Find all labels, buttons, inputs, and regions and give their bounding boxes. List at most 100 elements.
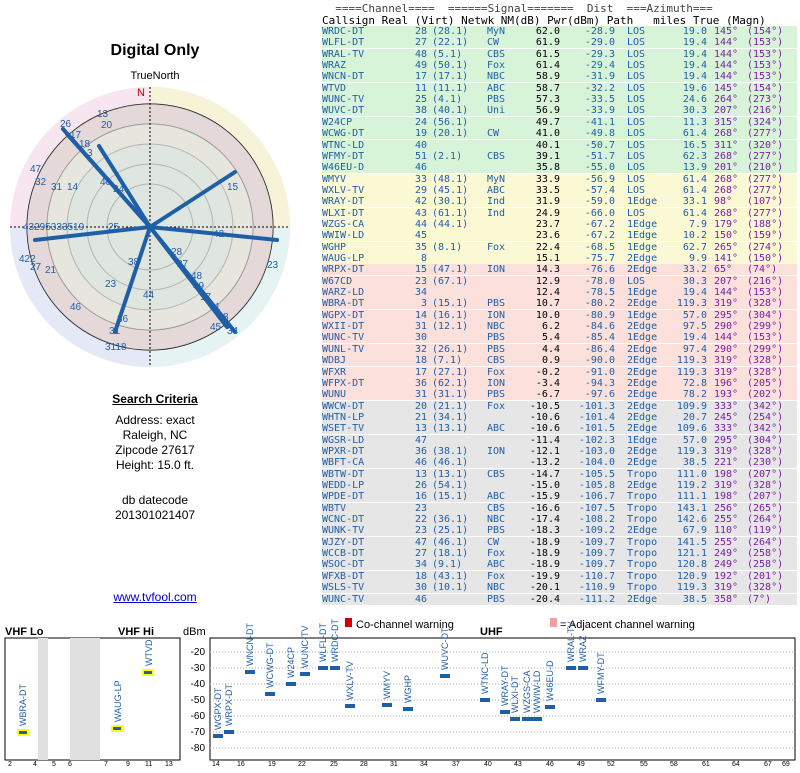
cell-mag: (320°): [747, 139, 784, 151]
cell-az: 319°: [714, 355, 739, 367]
lbl-47: 47: [30, 164, 42, 175]
cell-net: CBS: [487, 48, 506, 60]
cell-cs: WSET-TV: [322, 423, 365, 435]
cell-pwr: -55.0: [584, 162, 615, 174]
cell-az: 144°: [714, 60, 739, 72]
uhf-label: UHF: [480, 626, 503, 638]
marker-wtnc: [480, 698, 490, 702]
cell-pwr: -31.9: [584, 71, 615, 83]
table-row: WRAY-DT 42 (30.1) Ind 31.9 -59.0 1Edge 33.1 98° (…: [322, 196, 797, 208]
marker-w46eu: [545, 705, 555, 709]
ch-46: 46: [546, 761, 554, 768]
cell-mag: (216°): [747, 105, 784, 117]
signal-markers: [17, 666, 606, 738]
cell-az: 198°: [714, 491, 739, 503]
cell-virt: (31.1): [432, 389, 469, 401]
tvfool-link[interactable]: www.tvfool.com: [113, 590, 197, 604]
table-row: WUNU 31 (31.1) PBS -6.7 -97.6 2Edge 78.2 193° (20…: [322, 389, 797, 401]
cell-cs: WWCW-DT: [322, 400, 365, 412]
lbl-wcwg-dt: WCWG-DT: [265, 642, 275, 688]
cell-net: Uni: [487, 105, 506, 117]
cell-az: 249°: [714, 559, 739, 571]
cell-az: 198°: [714, 468, 739, 480]
cell-virt: (48.1): [432, 173, 469, 185]
marker-wghp: [403, 707, 413, 711]
lbl-18: 18: [79, 139, 91, 150]
cell-net: NBC: [487, 514, 506, 526]
table-row: WTNC-LD 40 40.1 -50.7 LOS 16.5 311° (320°): [322, 139, 797, 151]
cell-cs: WUNC-TV: [322, 94, 365, 106]
table-row: WRDC-DT 28 (28.1) MyN 62.0 -28.9 LOS 19.0 145° (1…: [322, 26, 797, 37]
ch-69: 69: [782, 761, 790, 768]
cell-dist: 62.7: [682, 241, 707, 253]
cell-nm: 49.7: [535, 116, 560, 128]
ch-61: 61: [702, 761, 710, 768]
cell-real: 31: [414, 389, 427, 401]
cell-nm: -14.7: [529, 468, 560, 480]
table-row: WXII-DT 31 (12.1) NBC 6.2 -84.6 2Edge 97.5 290° (…: [322, 321, 797, 333]
cell-az: 255°: [714, 514, 739, 526]
db-datecode-value: 201301021407: [114, 508, 196, 522]
cell-dist: 119.3: [676, 445, 707, 457]
cell-virt: (8.1): [432, 241, 463, 253]
cell-pwr: -67.2: [584, 218, 615, 230]
search-criteria-heading: Search Criteria: [112, 392, 198, 406]
cell-virt: (44.1): [432, 218, 469, 230]
ch-5: 5: [52, 761, 56, 768]
cell-cs: WGSR-LD: [322, 434, 365, 446]
lbl-wtnc-ld: WTNC-LD: [480, 652, 490, 694]
cell-nm: 58.9: [535, 71, 560, 83]
cell-virt: (5.1): [432, 48, 463, 60]
cell-path: 1Edge: [627, 241, 658, 253]
cell-cs: WRPX-DT: [322, 264, 365, 276]
lbl-46: 46: [70, 302, 82, 313]
cell-cs: WRAZ: [322, 60, 347, 72]
cell-net: MyN: [487, 26, 506, 37]
cell-net: Fox: [487, 366, 506, 378]
lbl-wncn-dt: WNCN-DT: [245, 623, 255, 666]
table-row: WPDE-DT 16 (15.1) ABC -15.9 -106.7 Tropo 111.1 1…: [322, 491, 797, 503]
cell-dist: 111.1: [676, 491, 707, 503]
cell-net: Fox: [487, 241, 506, 253]
lbl-13: 13: [97, 109, 109, 120]
cell-nm: 14.3: [535, 264, 560, 276]
cell-nm: 24.9: [535, 207, 560, 219]
lbl-wraz: WRAZ: [578, 635, 588, 662]
lbl-wgpx-dt: WGPX-DT: [213, 687, 223, 730]
marker-waug: [111, 725, 123, 732]
vhf-gap-1: [38, 638, 48, 760]
line-nw-2: [65, 132, 152, 229]
cell-az: 144°: [714, 48, 739, 60]
spectrum-svg: VHF Lo VHF Hi dBm UHF Co-channel warning…: [4, 618, 796, 768]
table-row: WLFL-DT 27 (22.1) CW 61.9 -29.0 LOS 19.4 144° (15…: [322, 37, 797, 49]
cell-cs: WARZ-LD: [322, 287, 365, 299]
cell-pwr: -108.2: [578, 514, 615, 526]
cell-path: Tropo: [627, 536, 658, 548]
cell-real: 17: [414, 71, 427, 83]
cell-real: 23: [414, 275, 427, 287]
station-table: ====Channel==== ======Signal======= Dist…: [300, 0, 800, 610]
cell-pwr: -110.9: [578, 582, 615, 594]
cell-az: 358°: [714, 593, 739, 605]
cell-cs: W46EU-D: [322, 162, 365, 174]
cell-az: 141°: [714, 253, 739, 264]
cell-real: 13: [414, 423, 427, 435]
cell-virt: (67.1): [432, 275, 469, 287]
cell-real: 30: [414, 332, 427, 344]
cell-net: MyN: [487, 173, 506, 185]
truenorth-label: TrueNorth: [130, 70, 180, 82]
cell-mag: (216°): [747, 275, 784, 287]
cell-nm: 12.4: [535, 287, 560, 299]
lbl-3118: 3118: [105, 342, 127, 353]
cell-nm: 5.4: [541, 332, 560, 344]
cell-cs: W67CD: [322, 275, 353, 287]
cell-virt: (46.1): [432, 536, 469, 548]
cell-virt: (17.1): [432, 71, 469, 83]
cell-az: 311°: [714, 139, 739, 151]
lbl-wrpx-dt: WRPX-DT: [224, 684, 234, 726]
cell-az: 144°: [714, 287, 739, 299]
cell-nm: 6.2: [541, 321, 560, 333]
cell-pwr: -57.4: [584, 184, 615, 196]
ylabel-70: -70: [191, 727, 206, 738]
cell-pwr: -94.3: [584, 377, 615, 389]
